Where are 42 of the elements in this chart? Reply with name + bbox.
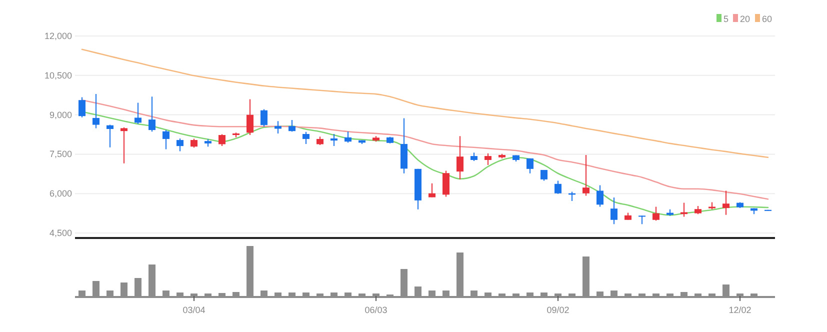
candlestick: [134, 102, 142, 124]
candlestick: [442, 170, 450, 198]
x-tick-label: 06/03: [364, 305, 388, 315]
candlestick: [274, 120, 282, 134]
y-tick-label: 9,000: [49, 110, 72, 120]
legend-label: 5: [724, 14, 729, 24]
x-tick-label: 03/04: [182, 305, 206, 315]
candlestick: [330, 133, 338, 147]
candlestick: [176, 138, 184, 152]
candlestick: [92, 94, 100, 129]
candlestick: [344, 131, 352, 144]
candlestick: [106, 124, 114, 148]
candlestick: [722, 190, 730, 216]
candlestick: [596, 184, 604, 208]
candlestick: [526, 158, 534, 174]
candlestick: [120, 126, 128, 164]
candlestick: [582, 154, 590, 196]
legend-label: 20: [740, 14, 750, 24]
candlestick: [162, 130, 170, 150]
y-tick-label: 10,500: [44, 70, 72, 80]
candlestick: [484, 152, 492, 166]
candlestick: [652, 206, 660, 222]
legend-label: 60: [762, 14, 772, 24]
candlestick: [680, 202, 688, 218]
candlestick: [428, 182, 436, 198]
y-tick-label: 7,500: [49, 149, 72, 160]
candlestick: [246, 98, 254, 136]
candlestick: [302, 131, 310, 144]
candlestick: [260, 108, 268, 128]
y-tick-label: 12,000: [44, 31, 72, 41]
candlestick: [554, 180, 562, 194]
y-tick-label: 4,500: [49, 228, 72, 238]
candlestick: [148, 96, 156, 132]
x-tick-label: 12/02: [728, 305, 752, 315]
candlestick: [218, 134, 226, 147]
y-tick-label: 6,000: [49, 188, 72, 199]
candlestick: [610, 197, 618, 225]
candlestick: [288, 120, 296, 132]
candlestick: [78, 96, 86, 118]
candlestick: [456, 136, 464, 180]
line-series: [81, 48, 769, 158]
x-tick-label: 09/02: [546, 305, 570, 315]
